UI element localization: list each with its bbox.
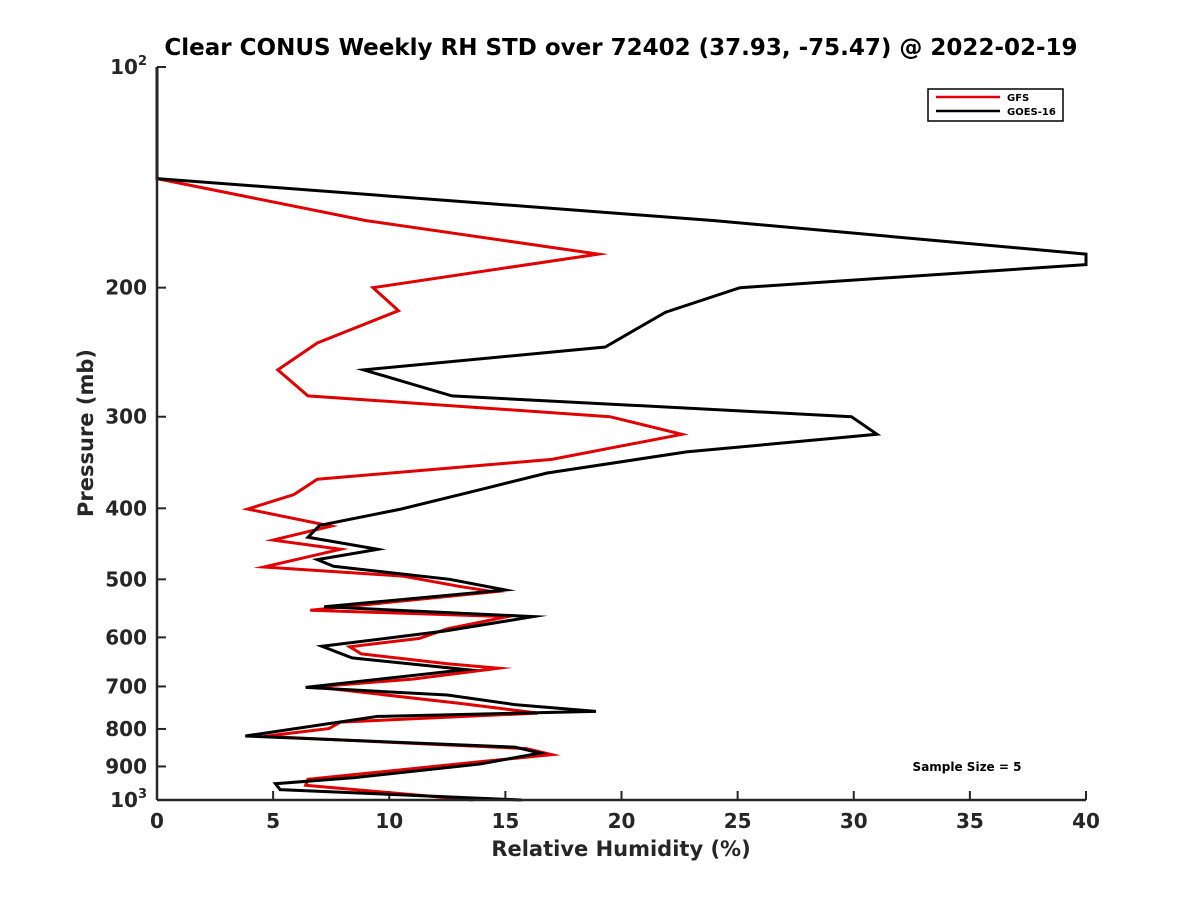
plot-area [157, 67, 1086, 800]
x-tick-label: 10 [375, 809, 403, 833]
legend-label-goes16: GOES-16 [1007, 107, 1056, 118]
y-tick-label: 102 [110, 54, 147, 79]
y-tick-label: 600 [105, 625, 147, 649]
legend-label-gfs: GFS [1007, 93, 1029, 104]
y-axis-label: Pressure (mb) [74, 349, 98, 517]
y-tick-label: 200 [105, 276, 147, 300]
y-tick-label: 300 [105, 405, 147, 429]
x-tick-label: 15 [491, 809, 519, 833]
y-tick-label: 400 [105, 496, 147, 520]
y-tick-label: 800 [105, 717, 147, 741]
x-tick-label: 25 [724, 809, 752, 833]
x-tick-label: 30 [840, 809, 868, 833]
x-tick-label: 20 [608, 809, 636, 833]
x-tick-label: 35 [956, 809, 984, 833]
chart-title: Clear CONUS Weekly RH STD over 72402 (37… [164, 35, 1077, 61]
x-tick-label: 0 [150, 809, 164, 833]
sample-size-annotation: Sample Size = 5 [913, 760, 1022, 774]
series-line-goes16 [155, 67, 1088, 802]
x-tick-label: 40 [1072, 809, 1100, 833]
series-layer [155, 67, 1088, 802]
x-axis-label: Relative Humidity (%) [491, 837, 750, 861]
y-tick-label: 900 [105, 754, 147, 778]
y-tick-label: 700 [105, 674, 147, 698]
legend-box [927, 88, 1064, 122]
y-tick-label: 103 [110, 787, 147, 812]
y-tick-label: 500 [105, 567, 147, 591]
legend: GFS GOES-16 [927, 88, 1064, 122]
y-axis-ticks: 102 200 300 400 500 600 700 800 900 103 [105, 54, 166, 812]
x-tick-label: 5 [266, 809, 280, 833]
